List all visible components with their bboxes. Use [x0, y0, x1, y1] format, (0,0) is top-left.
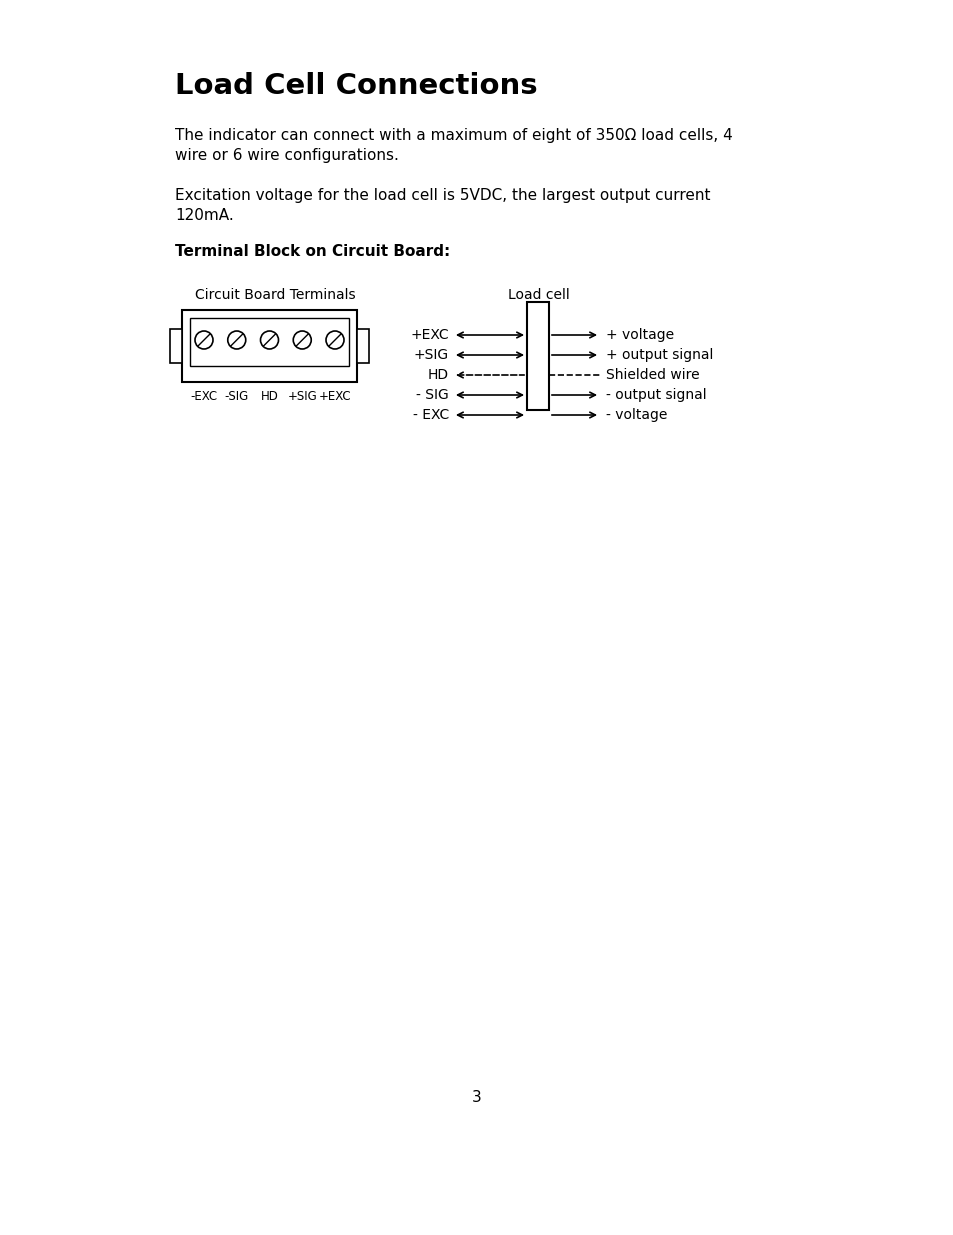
Bar [190, 317, 349, 366]
Text: - output signal: - output signal [605, 388, 706, 403]
Text: + output signal: + output signal [605, 348, 713, 362]
Text: Load Cell Connections: Load Cell Connections [174, 72, 537, 100]
Circle shape [228, 331, 246, 350]
Text: - voltage: - voltage [605, 408, 667, 422]
Bar [356, 329, 369, 363]
Text: + voltage: + voltage [605, 329, 674, 342]
Text: The indicator can connect with a maximum of eight of 350Ω load cells, 4: The indicator can connect with a maximum… [174, 128, 732, 143]
Text: 3: 3 [472, 1091, 481, 1105]
Bar [182, 310, 356, 382]
Text: Circuit Board Terminals: Circuit Board Terminals [194, 288, 355, 303]
Text: +SIG: +SIG [287, 390, 316, 403]
Text: Shielded wire: Shielded wire [605, 368, 699, 382]
Text: - SIG: - SIG [416, 388, 449, 403]
Circle shape [260, 331, 278, 350]
Text: Excitation voltage for the load cell is 5VDC, the largest output current: Excitation voltage for the load cell is … [174, 188, 710, 203]
Text: wire or 6 wire configurations.: wire or 6 wire configurations. [174, 148, 398, 163]
Text: - EXC: - EXC [413, 408, 449, 422]
Text: +SIG: +SIG [414, 348, 449, 362]
Circle shape [194, 331, 213, 350]
Text: +EXC: +EXC [318, 390, 351, 403]
Bar [526, 303, 548, 410]
Text: -EXC: -EXC [191, 390, 217, 403]
Text: +EXC: +EXC [410, 329, 449, 342]
Text: Terminal Block on Circuit Board:: Terminal Block on Circuit Board: [174, 245, 450, 259]
Text: HD: HD [428, 368, 449, 382]
Text: Load cell: Load cell [507, 288, 569, 303]
Text: HD: HD [260, 390, 278, 403]
Circle shape [326, 331, 344, 350]
Text: 120mA.: 120mA. [174, 207, 233, 224]
Bar [170, 329, 182, 363]
Text: -SIG: -SIG [224, 390, 249, 403]
Circle shape [293, 331, 311, 350]
